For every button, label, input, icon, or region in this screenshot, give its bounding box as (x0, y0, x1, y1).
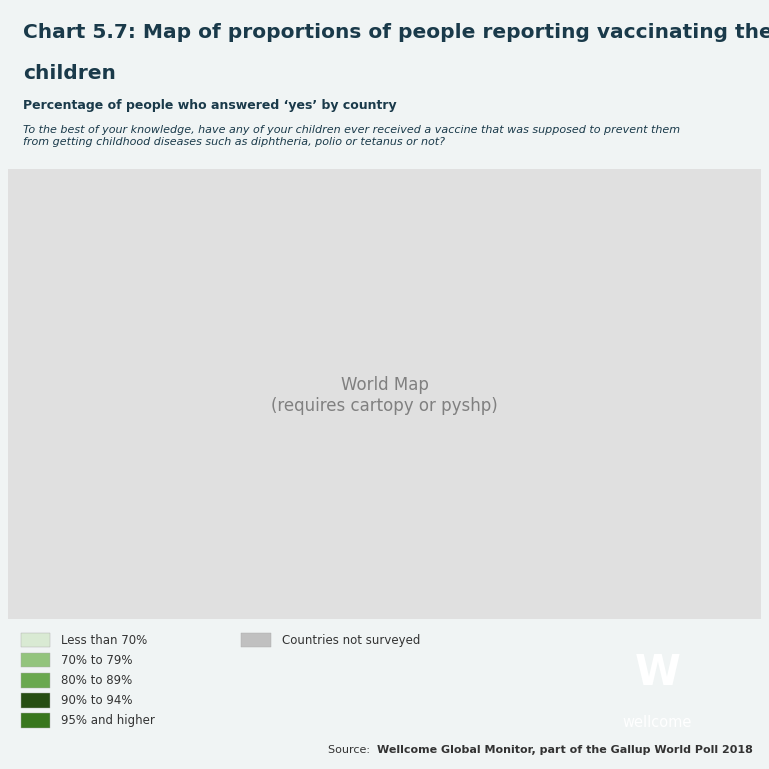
FancyBboxPatch shape (21, 713, 51, 727)
Text: 80% to 89%: 80% to 89% (62, 674, 132, 687)
Text: Source:: Source: (328, 744, 374, 755)
Text: Countries not surveyed: Countries not surveyed (281, 634, 420, 647)
Text: W: W (634, 652, 681, 694)
Text: World Map
(requires cartopy or pyshp): World Map (requires cartopy or pyshp) (271, 376, 498, 415)
FancyBboxPatch shape (21, 653, 51, 667)
Text: Less than 70%: Less than 70% (62, 634, 148, 647)
Text: children: children (23, 64, 116, 83)
FancyBboxPatch shape (21, 693, 51, 707)
Text: wellcome: wellcome (623, 714, 692, 730)
FancyBboxPatch shape (21, 633, 51, 647)
Text: Percentage of people who answered ‘yes’ by country: Percentage of people who answered ‘yes’ … (23, 99, 397, 112)
Text: Wellcome Global Monitor, part of the Gallup World Poll 2018: Wellcome Global Monitor, part of the Gal… (377, 744, 753, 755)
Text: 70% to 79%: 70% to 79% (62, 654, 132, 667)
FancyBboxPatch shape (241, 633, 271, 647)
Text: 90% to 94%: 90% to 94% (62, 694, 132, 707)
Text: Chart 5.7: Map of proportions of people reporting vaccinating their: Chart 5.7: Map of proportions of people … (23, 23, 769, 42)
FancyBboxPatch shape (21, 673, 51, 687)
Text: 95% and higher: 95% and higher (62, 714, 155, 727)
Text: To the best of your knowledge, have any of your children ever received a vaccine: To the best of your knowledge, have any … (23, 125, 681, 147)
